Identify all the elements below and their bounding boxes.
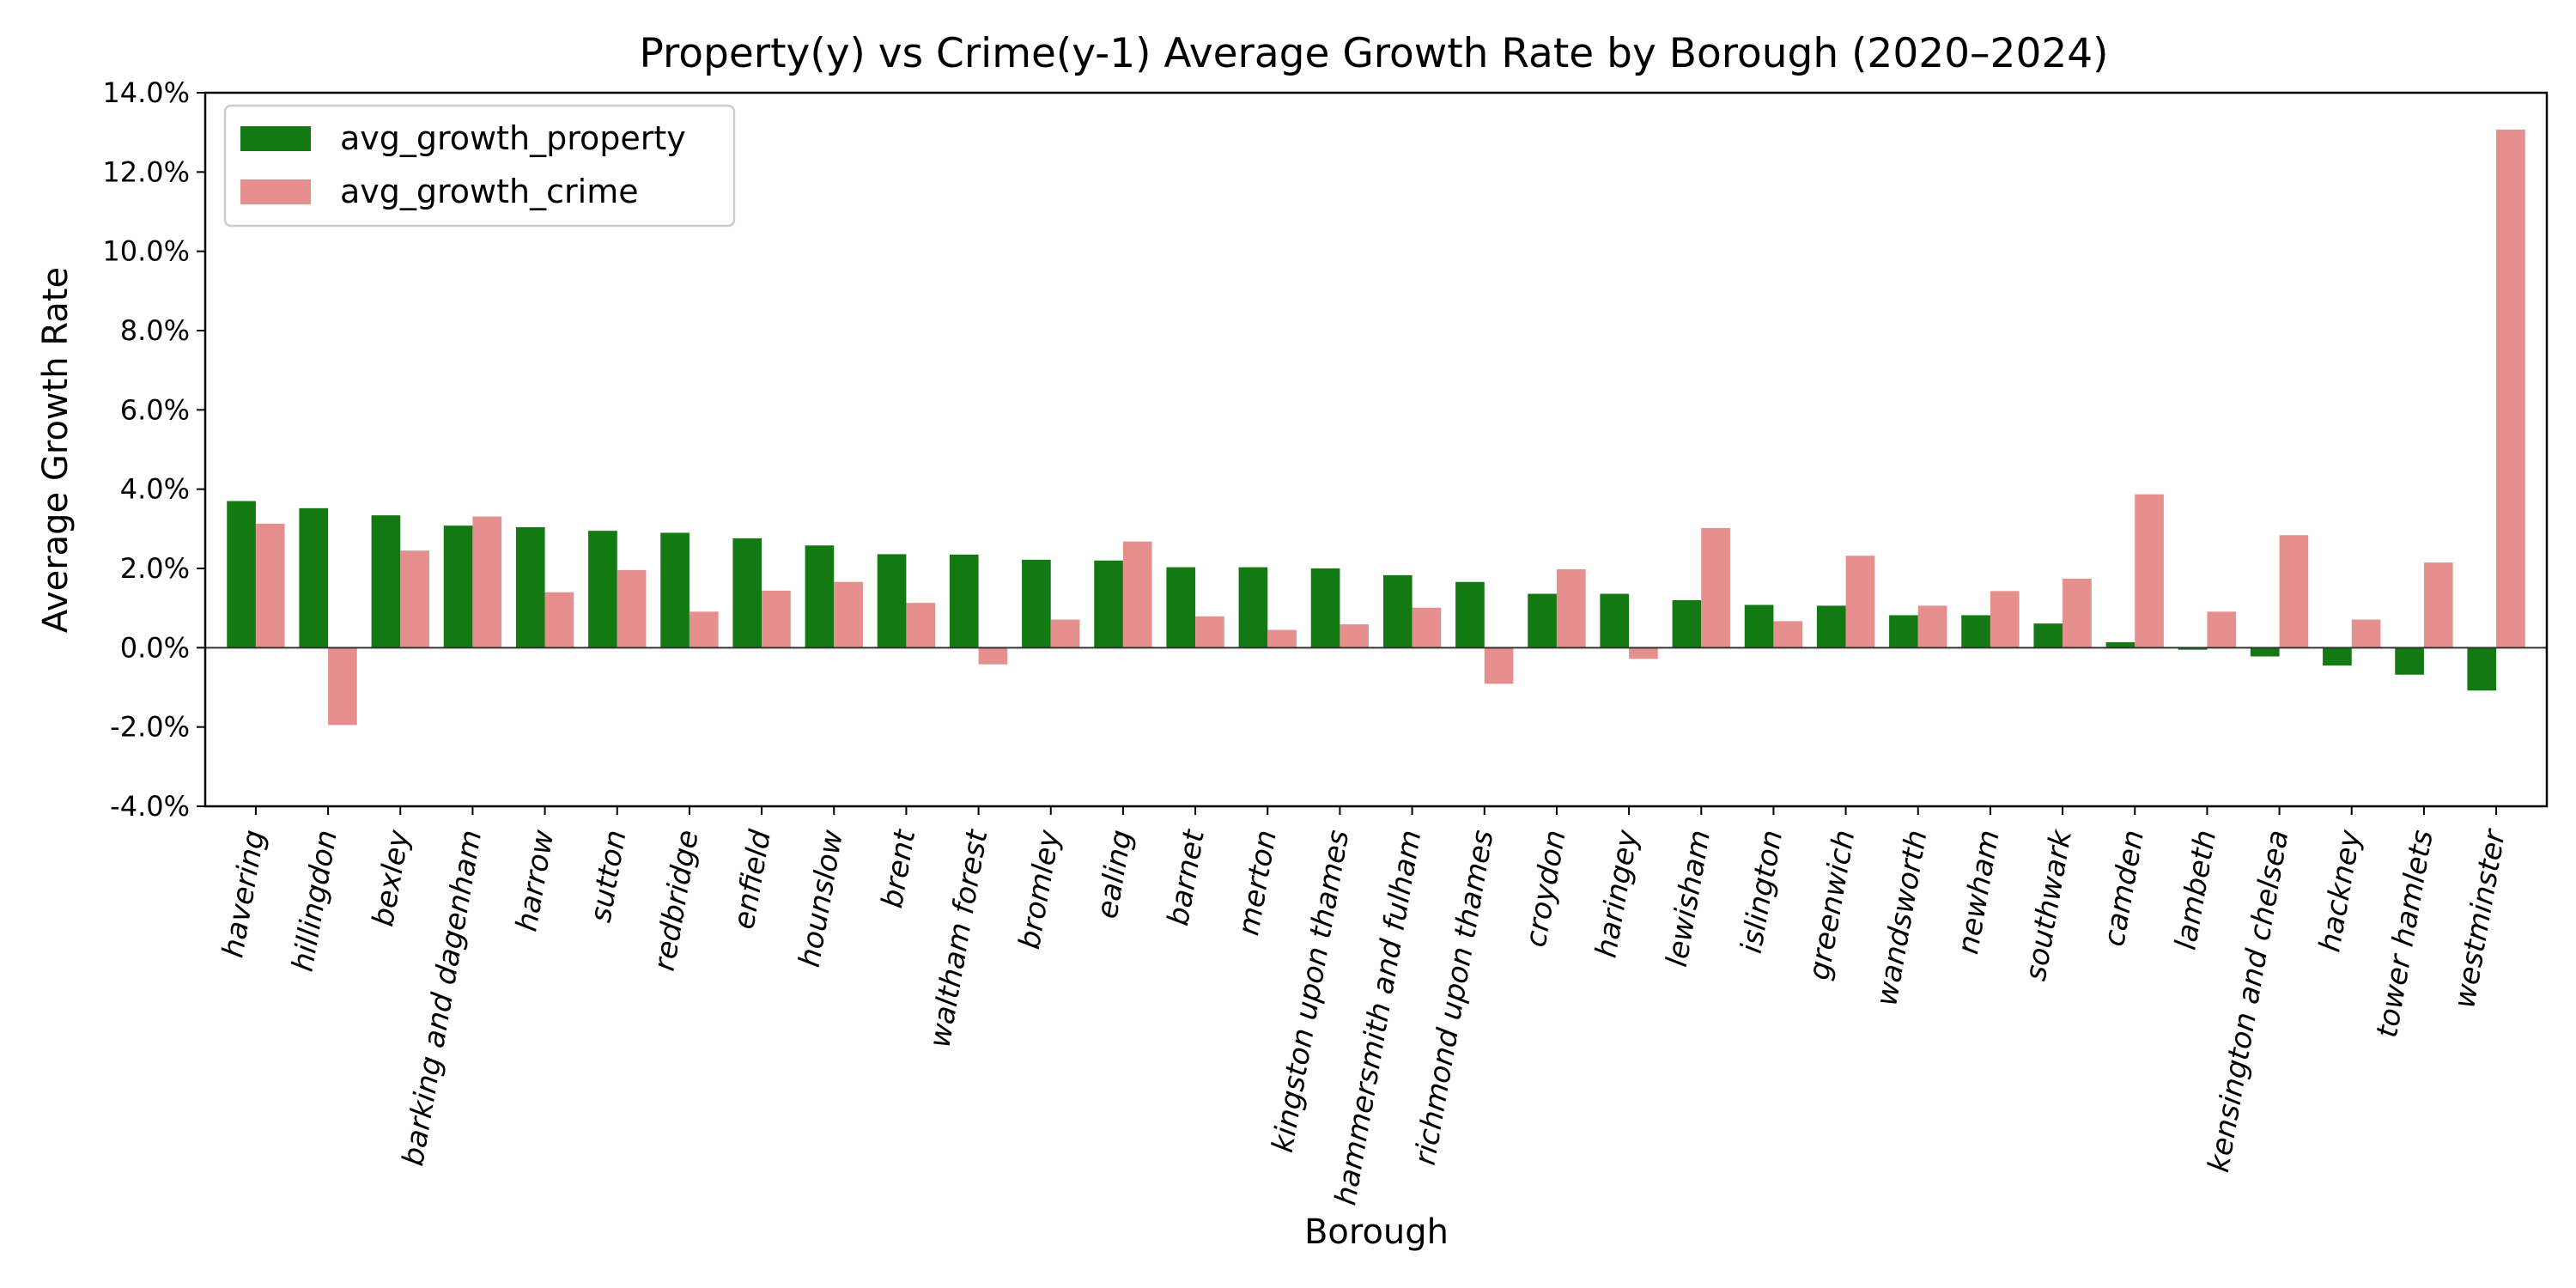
bar-property-barnet	[1166, 567, 1196, 648]
bar-crime-brent	[906, 603, 936, 648]
legend-label-property: avg_growth_property	[340, 119, 686, 157]
plot-frame	[204, 91, 2549, 808]
bar-crime-barnet	[1195, 616, 1224, 648]
bar-crime-greenwich	[1845, 556, 1875, 648]
bar-property-barking-and-dagenham	[443, 526, 473, 648]
bar-crime-enfield	[762, 590, 791, 648]
bar-crime-sutton	[617, 569, 647, 648]
bar-crime-hounslow	[834, 581, 863, 648]
bar-crime-ealing	[1122, 541, 1152, 648]
legend-frame	[223, 104, 736, 228]
bar-crime-croydon	[1556, 568, 1586, 648]
bar-crime-merton	[1267, 629, 1297, 648]
bar-crime-harrow	[544, 592, 574, 648]
bar-crime-kingston-upon-thames	[1340, 624, 1370, 648]
y-tick-label: 6.0%	[120, 393, 190, 426]
y-tick-label: 14.0%	[102, 76, 190, 109]
bar-property-hounslow	[805, 545, 835, 648]
bar-property-camden	[2105, 641, 2136, 648]
bar-property-newham	[1961, 615, 1990, 648]
bar-crime-hillingdon	[328, 647, 357, 726]
bar-property-lewisham	[1672, 599, 1702, 648]
bar-crime-bromley	[1050, 619, 1080, 648]
bar-crime-hackney	[2351, 619, 2381, 648]
bar-crime-kensington-and-chelsea	[2279, 535, 2309, 648]
y-tick-label: -4.0%	[110, 790, 190, 823]
bar-property-haringey	[1600, 593, 1630, 648]
y-axis-label: Average Growth Rate	[36, 267, 76, 633]
bar-crime-islington	[1773, 621, 1803, 648]
bar-property-hillingdon	[299, 507, 329, 648]
bar-property-enfield	[732, 538, 762, 648]
bar-property-lambeth	[2178, 647, 2208, 650]
bar-property-havering	[227, 501, 256, 648]
bar-property-westminster	[2467, 647, 2497, 691]
y-tick-label: 10.0%	[102, 235, 190, 268]
chart-title: Property(y) vs Crime(y-1) Average Growth…	[639, 30, 2108, 77]
bar-crime-richmond-upon-thames	[1484, 647, 1514, 684]
bar-property-hammersmith-and-fulham	[1382, 574, 1413, 648]
bar-crime-waltham-forest	[978, 647, 1008, 665]
bar-property-waltham-forest	[949, 554, 979, 648]
bar-crime-newham	[1990, 591, 2020, 648]
bar-property-harrow	[515, 526, 545, 648]
bar-crime-lewisham	[1701, 527, 1730, 648]
bar-crime-haringey	[1629, 647, 1658, 659]
bar-crime-barking-and-dagenham	[472, 516, 502, 648]
bar-crime-redbridge	[689, 611, 719, 648]
bar-crime-lambeth	[2207, 611, 2237, 648]
legend: avg_growth_property avg_growth_crime	[223, 104, 736, 228]
bar-property-croydon	[1528, 593, 1557, 648]
y-tick-label: 0.0%	[120, 631, 190, 664]
y-tick-label: 4.0%	[120, 473, 190, 506]
bar-property-islington	[1744, 605, 1774, 648]
bars-layer	[227, 129, 2525, 726]
legend-swatch-crime	[240, 179, 311, 204]
bar-property-bromley	[1022, 559, 1051, 648]
bar-property-sutton	[588, 531, 617, 648]
bar-crime-hammersmith-and-fulham	[1412, 607, 1442, 648]
bar-crime-bexley	[400, 550, 429, 648]
bar-property-greenwich	[1816, 605, 1846, 648]
bar-property-ealing	[1094, 560, 1123, 648]
bar-property-wandsworth	[1889, 615, 1918, 648]
bar-property-kensington-and-chelsea	[2250, 647, 2280, 657]
bar-property-southwark	[2033, 623, 2063, 648]
y-tick-label: 8.0%	[120, 314, 190, 347]
y-axis-ticks: -4.0% -2.0% 0.0% 2.0% 4.0% 6.0% 8.0% 10.0% 12.0%…	[102, 76, 205, 823]
bar-property-richmond-upon-thames	[1455, 581, 1485, 648]
bar-property-merton	[1238, 567, 1268, 648]
bar-crime-havering	[255, 523, 285, 648]
x-axis-label: Borough	[1304, 1212, 1449, 1252]
bar-property-brent	[877, 554, 907, 648]
bar-property-hackney	[2323, 647, 2352, 666]
bar-crime-wandsworth	[1917, 605, 1947, 648]
bar-crime-westminster	[2496, 129, 2525, 648]
bar-property-bexley	[371, 515, 401, 648]
y-tick-label: -2.0%	[110, 711, 190, 744]
legend-label-crime: avg_growth_crime	[340, 173, 639, 210]
y-tick-label: 12.0%	[102, 155, 190, 188]
bar-crime-southwark	[2063, 579, 2092, 648]
bar-crime-tower-hamlets	[2423, 562, 2453, 648]
legend-swatch-property	[240, 126, 311, 151]
y-tick-label: 2.0%	[120, 552, 190, 585]
bar-property-redbridge	[660, 532, 690, 648]
bar-property-kingston-upon-thames	[1310, 568, 1340, 648]
bar-crime-camden	[2135, 494, 2164, 648]
bar-property-tower-hamlets	[2395, 647, 2424, 675]
